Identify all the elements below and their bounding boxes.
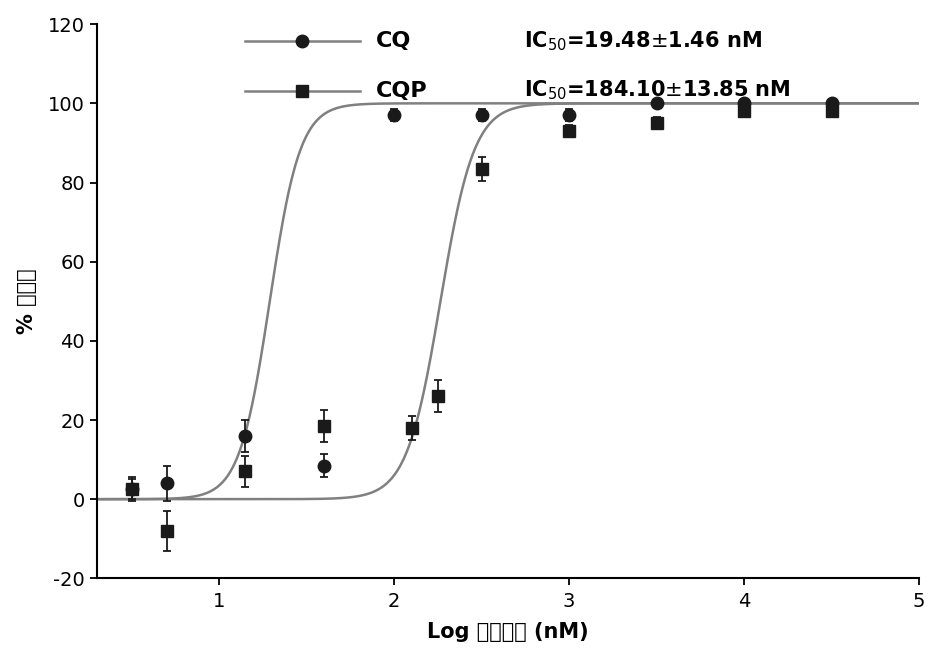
Text: CQ: CQ — [376, 31, 412, 51]
Text: IC$_{50}$=19.48$\pm$1.46 nM: IC$_{50}$=19.48$\pm$1.46 nM — [525, 29, 762, 53]
X-axis label: Log 药物浓度 (nM): Log 药物浓度 (nM) — [427, 622, 589, 643]
Text: CQP: CQP — [376, 80, 428, 101]
Text: IC$_{50}$=184.10$\pm$13.85 nM: IC$_{50}$=184.10$\pm$13.85 nM — [525, 79, 791, 102]
Y-axis label: % 抑制率: % 抑制率 — [17, 268, 37, 334]
